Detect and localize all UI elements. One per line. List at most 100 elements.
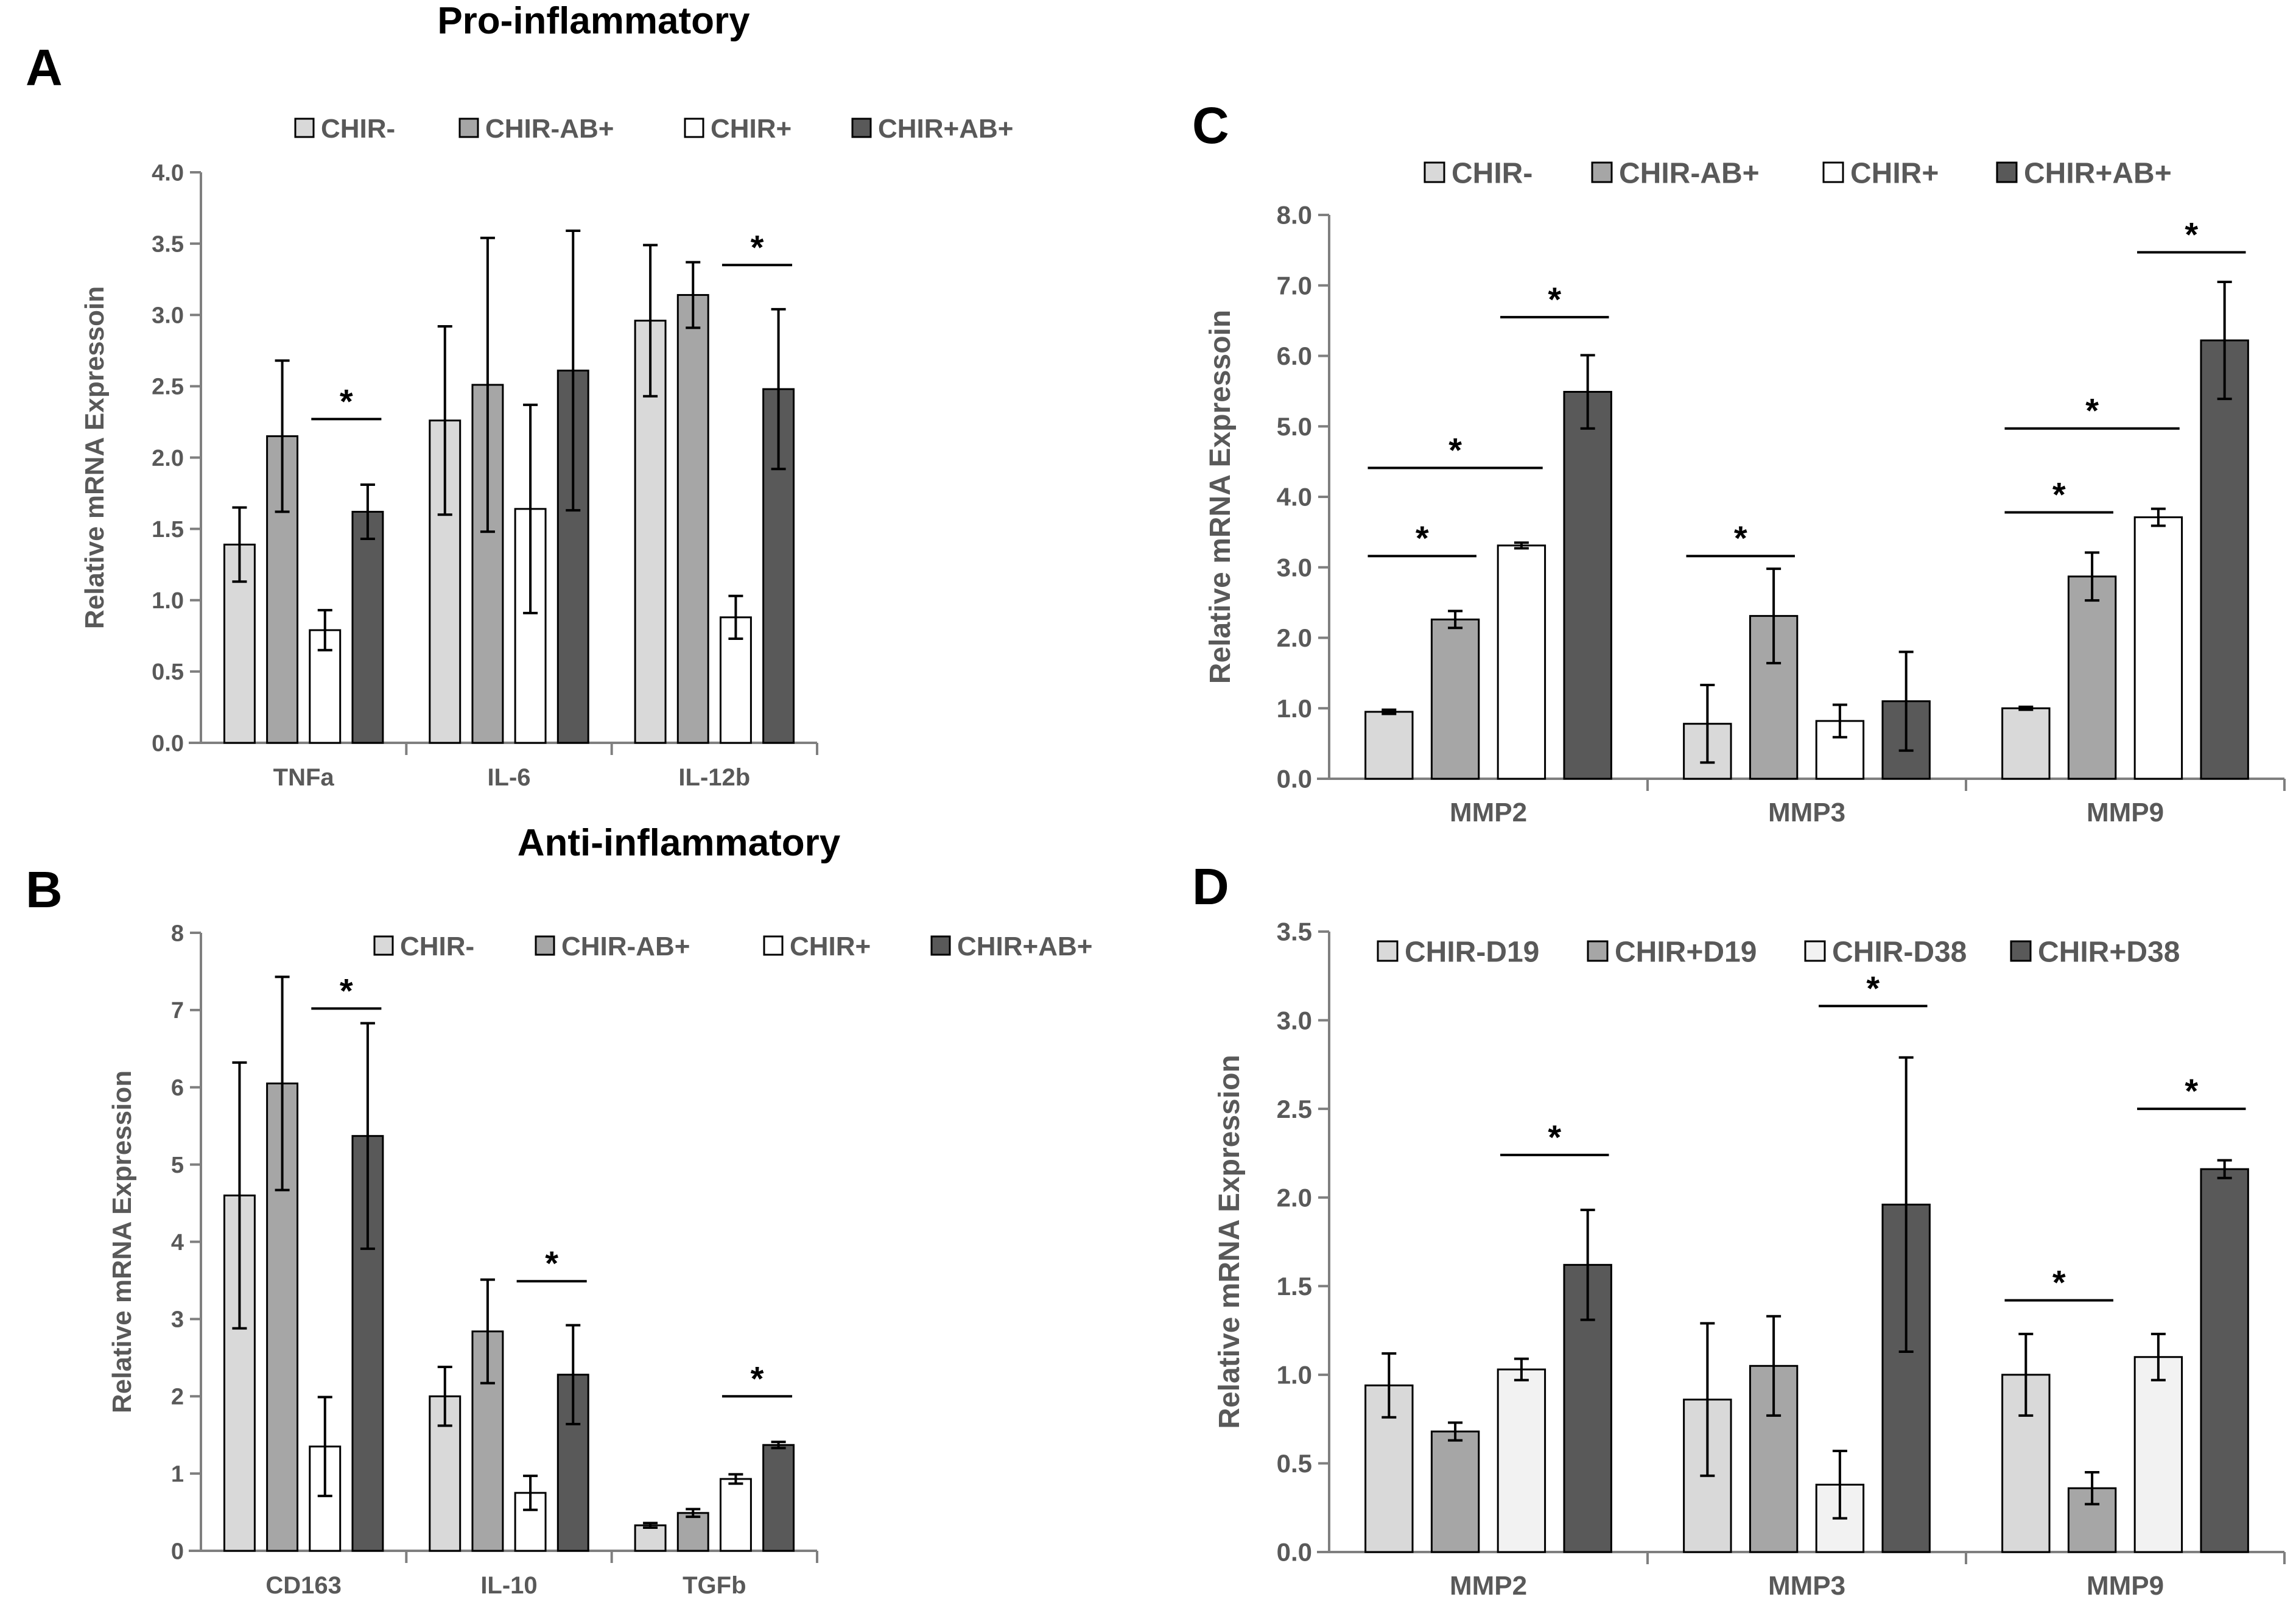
panel-D: D 0.0 0.5 1.0 1.5 2.0 2.5 3.0 3.5 Relative mRNA E… [1192, 858, 2286, 1601]
y-tick-label: 4.0 [152, 160, 184, 186]
legend-label: CHIR+ [711, 114, 792, 144]
legend-swatch [763, 935, 784, 956]
y-axis-label: Relative mRNA Expressoin [1204, 310, 1237, 684]
legend-label: CHIR+AB+ [2024, 157, 2172, 189]
bar [2001, 707, 2051, 780]
legend-swatch [535, 935, 555, 956]
panel-letter: C [1192, 97, 1229, 154]
legend-swatch [373, 935, 394, 956]
significance-star: * [2052, 1263, 2066, 1302]
significance-star: * [1548, 1118, 1561, 1156]
y-tick-label: 4 [171, 1230, 184, 1256]
y-tick-label: 1.5 [152, 517, 184, 543]
y-tick-label: 2.5 [1277, 1095, 1312, 1123]
y-tick-label: 1 [171, 1461, 184, 1487]
legend-label: CHIR-AB+ [1619, 157, 1760, 189]
bar [429, 420, 462, 744]
legend-swatch [458, 118, 479, 138]
legend-swatch [1804, 940, 1826, 962]
category-label: CD163 [265, 1572, 342, 1599]
category-label: IL-12b [678, 764, 750, 791]
legend-label: CHIR-AB+ [485, 114, 614, 144]
category-label: IL-10 [480, 1572, 537, 1599]
significance-star: * [2185, 215, 2198, 253]
y-tick-label: 8.0 [1277, 201, 1312, 230]
category-label: MMP2 [1450, 1571, 1527, 1601]
y-tick-label: 3.0 [1277, 553, 1312, 581]
legend-label: CHIR+ [1850, 157, 1939, 189]
panel-C: C 0.0 1.0 2.0 3.0 4.0 5.0 6.0 7.0 8.0 Relative mRN… [1192, 97, 2286, 827]
y-axis-label: Relative mRNA Expression [1213, 1055, 1246, 1428]
category-label: MMP2 [1450, 798, 1527, 827]
significance-star: * [1866, 969, 1880, 1007]
legend-label: CHIR+D19 [1615, 936, 1757, 968]
category-label: MMP3 [1768, 1571, 1845, 1601]
legend-label: CHIR- [1452, 157, 1532, 189]
legend-label: CHIR-AB+ [561, 932, 690, 961]
legend-label: CHIR-D19 [1405, 936, 1539, 968]
y-tick-label: 3.0 [1277, 1006, 1312, 1034]
y-tick-label: 0.0 [1277, 1538, 1312, 1567]
bar [223, 543, 256, 744]
bar [1497, 544, 1546, 780]
bar [351, 511, 384, 744]
legend-swatch [851, 118, 872, 138]
y-tick-label: 0.0 [1277, 765, 1312, 793]
significance-star: * [751, 228, 764, 266]
legend-swatch [1591, 161, 1613, 183]
legend-label: CHIR- [400, 932, 474, 961]
significance-star: * [340, 971, 353, 1010]
legend-label: CHIR-D38 [1832, 936, 1967, 968]
y-tick-label: 8 [171, 921, 184, 946]
bar [1430, 1430, 1480, 1553]
y-tick-label: 5.0 [1277, 412, 1312, 441]
significance-star: * [1548, 280, 1561, 318]
bar [2200, 1168, 2249, 1553]
bar [2133, 1356, 2183, 1553]
y-axis-label: Relative mRNA Expression [107, 1070, 137, 1413]
legend-swatch [1377, 940, 1399, 962]
y-tick-label: 0 [171, 1539, 184, 1564]
significance-star: * [2185, 1072, 2198, 1110]
legend-label: CHIR+AB+ [878, 114, 1014, 144]
bar [2133, 516, 2183, 780]
y-tick-label: 7 [171, 998, 184, 1024]
significance-star: * [340, 382, 353, 420]
y-tick-label: 1.0 [152, 588, 184, 614]
y-tick-label: 6 [171, 1075, 184, 1101]
significance-star: * [1448, 431, 1462, 469]
y-tick-label: 3 [171, 1307, 184, 1333]
y-tick-label: 2.5 [152, 374, 184, 400]
legend-swatch [930, 935, 951, 956]
legend-swatch [1424, 161, 1445, 183]
bar [2067, 575, 2117, 780]
y-tick-label: 6.0 [1277, 342, 1312, 370]
bar [2200, 339, 2249, 780]
y-tick-label: 5 [171, 1153, 184, 1178]
significance-star: * [1734, 519, 1747, 557]
significance-star: * [751, 1359, 764, 1397]
significance-star: * [2052, 475, 2066, 513]
legend-swatch [1587, 940, 1609, 962]
bar [1364, 711, 1414, 780]
category-label: MMP9 [2087, 798, 2164, 827]
y-tick-label: 2.0 [152, 446, 184, 471]
significance-star: * [545, 1244, 558, 1282]
y-axis-label: Relative mRNA Expressoin [80, 286, 110, 629]
y-tick-label: 0.0 [152, 731, 184, 756]
legend-swatch [1822, 161, 1844, 183]
y-tick-label: 3.5 [152, 231, 184, 257]
legend-swatch [294, 118, 315, 138]
panel-letter: A [26, 39, 63, 96]
y-tick-label: 3.0 [152, 303, 184, 329]
bar [719, 1478, 752, 1552]
y-tick-label: 1.0 [1277, 1361, 1312, 1389]
legend-label: CHIR+AB+ [957, 932, 1093, 961]
y-tick-label: 1.0 [1277, 694, 1312, 723]
category-label: MMP9 [2087, 1571, 2164, 1601]
bar [634, 1524, 667, 1552]
y-tick-label: 0.5 [1277, 1449, 1312, 1478]
bar [676, 293, 709, 744]
category-label: TNFa [273, 764, 335, 791]
